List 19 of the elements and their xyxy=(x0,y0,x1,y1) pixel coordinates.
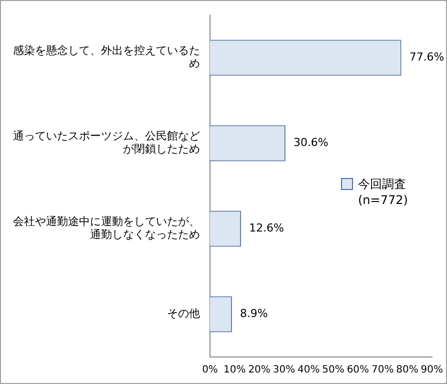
x-tick-label: 30% xyxy=(272,364,296,376)
x-tick-label: 10% xyxy=(224,364,246,376)
x-tick-label: 60% xyxy=(346,364,370,376)
data-label: 8.9% xyxy=(240,307,268,320)
x-tick-label: 50% xyxy=(322,364,344,376)
x-tick-label: 80% xyxy=(396,364,418,376)
y-tick-label: その他 xyxy=(167,307,200,320)
y-tick-label: 感染を懸念して、外出を控えているため xyxy=(13,44,200,70)
data-label: 77.6% xyxy=(409,50,444,64)
y-tick-label: 会社や通勤途中に運動をしていたが、通勤しなくなったため xyxy=(13,215,200,242)
legend-label: 今回調査(n=772) xyxy=(358,176,409,207)
x-tick-label: 70% xyxy=(371,364,394,376)
x-tick-label: 90% xyxy=(420,364,444,376)
x-tick-label: 0% xyxy=(202,364,218,376)
x-tick-label: 40% xyxy=(298,364,320,376)
data-label: 12.6% xyxy=(249,222,284,235)
data-label: 30.6% xyxy=(293,136,328,150)
y-tick-label: 通っていたスポーツジム、公民館などが閉鎖したため xyxy=(13,130,200,156)
x-tick-label: 20% xyxy=(248,364,270,376)
